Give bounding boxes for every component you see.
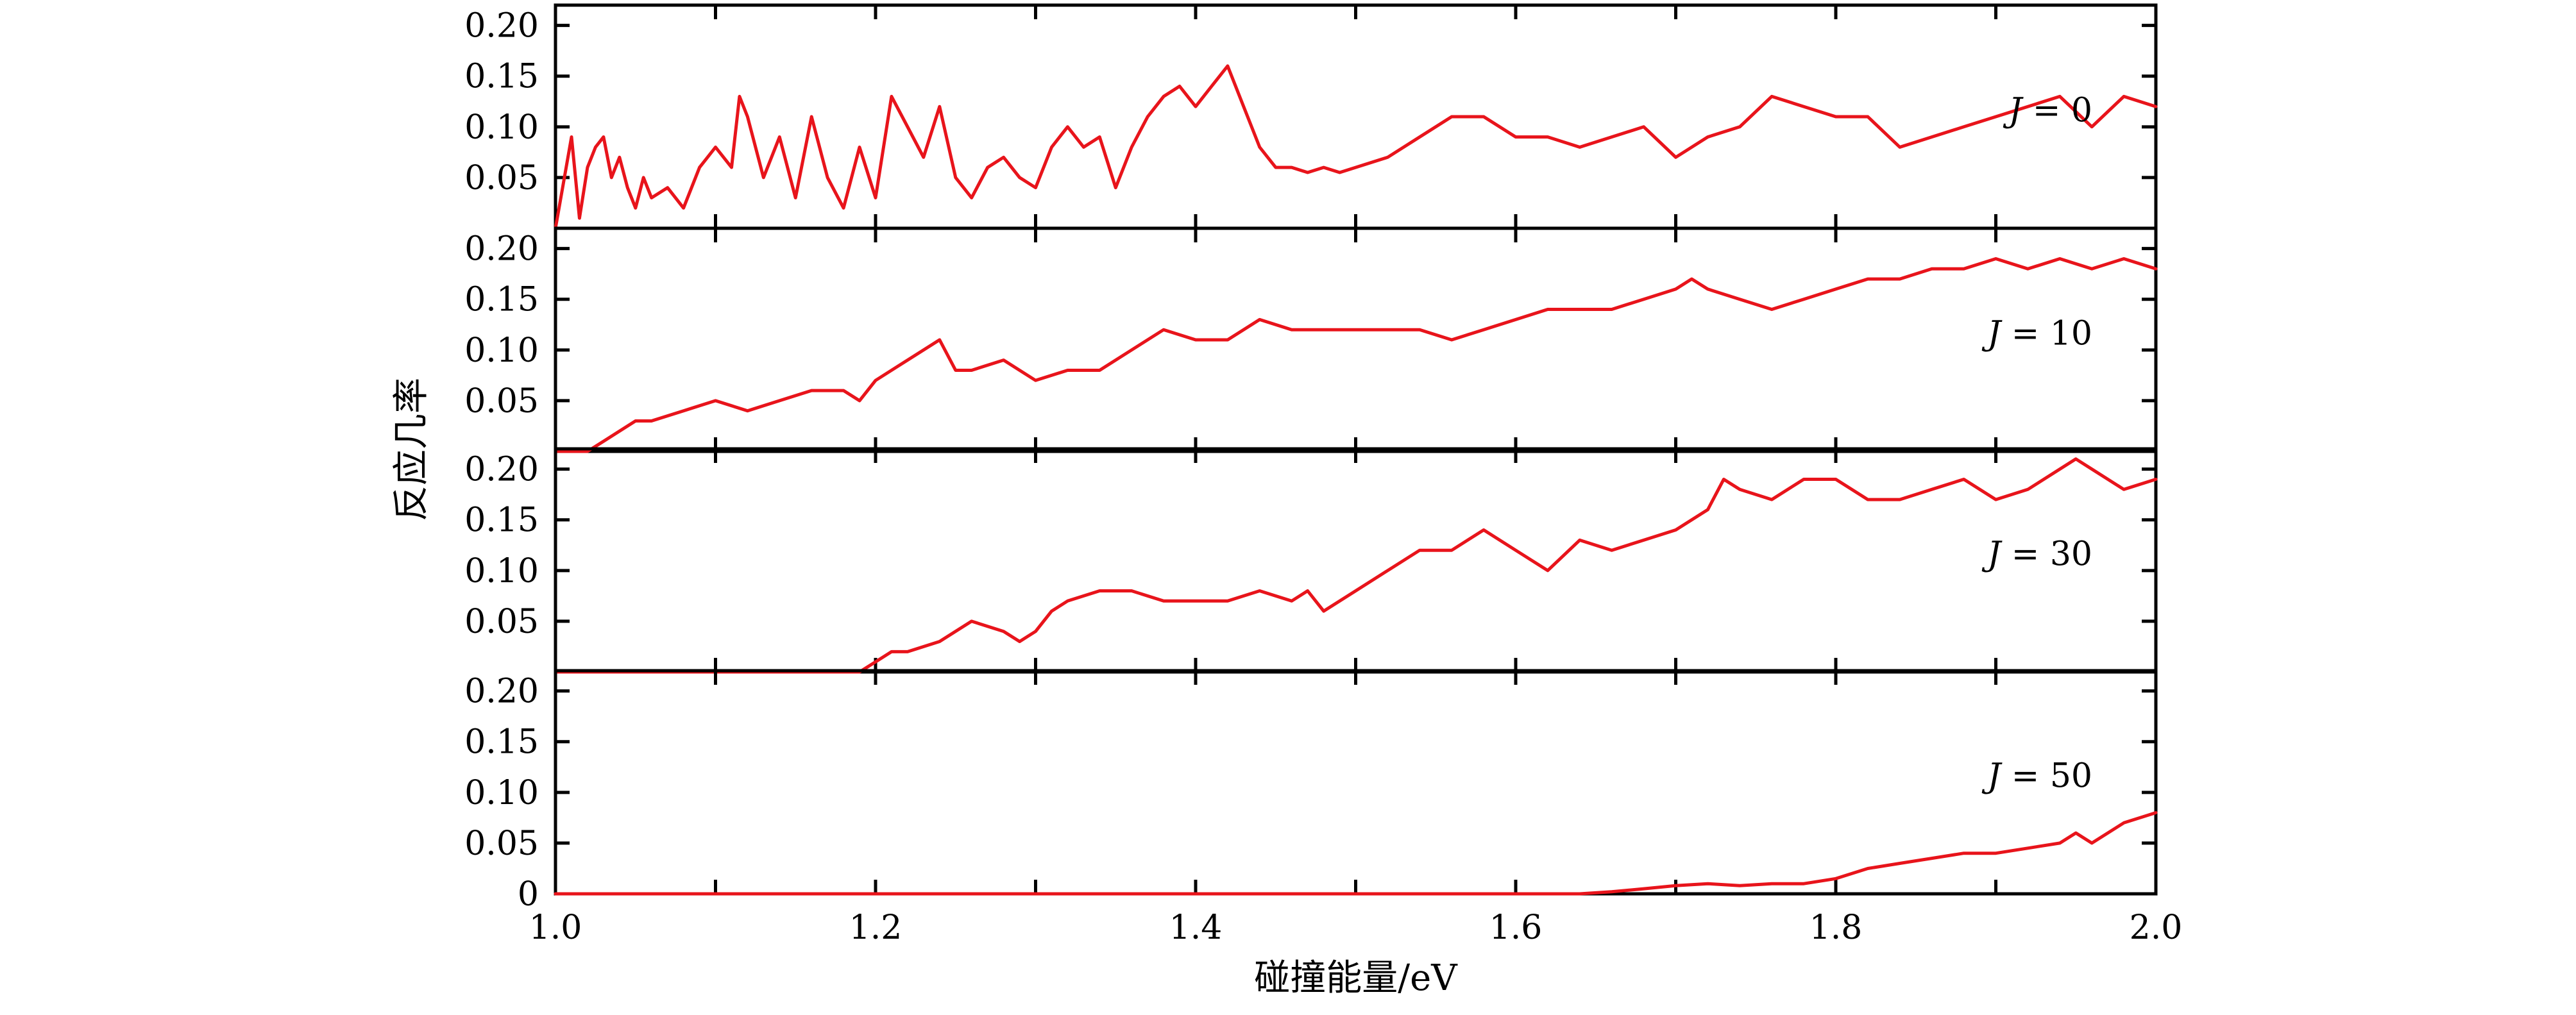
x-tick-label: 2.0 bbox=[2130, 909, 2183, 947]
y-tick-label: 0.20 bbox=[464, 7, 539, 46]
y-tick-label: 0.20 bbox=[464, 673, 539, 711]
y-tick-label-zero: 0 bbox=[518, 875, 539, 914]
y-tick-label: 0.20 bbox=[464, 451, 539, 489]
series-line-panel-3 bbox=[554, 811, 2158, 896]
x-tick-label: 1.2 bbox=[849, 909, 902, 947]
y-tick-label: 0.10 bbox=[464, 552, 539, 591]
panels-group: 0.05 0.10 0.15 0.20 J = 0 0.05 0.10 0.15 0.20 J =… bbox=[464, 3, 2183, 947]
x-tick-label: 1.6 bbox=[1489, 909, 1543, 947]
x-tick-label: 1.4 bbox=[1169, 909, 1223, 947]
panel-label: J = 0 bbox=[2003, 91, 2092, 130]
y-tick-label: 0.15 bbox=[464, 281, 539, 319]
panel-frame-1 bbox=[554, 226, 2158, 453]
y-tick-label: 0.20 bbox=[464, 230, 539, 269]
y-tick-label: 0.10 bbox=[464, 331, 539, 370]
x-axis-title: 碰撞能量/eV bbox=[1254, 957, 1458, 999]
y-tick-label: 0.15 bbox=[464, 501, 539, 540]
panel-label: J = 10 bbox=[1981, 314, 2092, 353]
y-tick-label: 0.15 bbox=[464, 723, 539, 762]
y-tick-label: 0.05 bbox=[464, 603, 539, 641]
series-line-panel-1 bbox=[554, 257, 2158, 453]
y-tick-label: 0.15 bbox=[464, 58, 539, 96]
panel-label: J = 50 bbox=[1981, 757, 2092, 795]
x-tick-label: 1.0 bbox=[529, 909, 582, 947]
y-tick-label: 0.10 bbox=[464, 108, 539, 147]
x-tick-label: 1.8 bbox=[1809, 909, 1863, 947]
series-line-panel-2 bbox=[554, 457, 2158, 674]
y-tick-label: 0.10 bbox=[464, 774, 539, 812]
series-line-panel-0 bbox=[554, 64, 2158, 230]
y-tick-label: 0.05 bbox=[464, 382, 539, 421]
y-tick-label: 0.05 bbox=[464, 825, 539, 863]
y-axis-title: 反应几率 bbox=[391, 378, 432, 521]
y-tick-label: 0.05 bbox=[464, 159, 539, 197]
panel-label: J = 30 bbox=[1981, 535, 2092, 573]
panel-frame-2 bbox=[554, 447, 2158, 674]
